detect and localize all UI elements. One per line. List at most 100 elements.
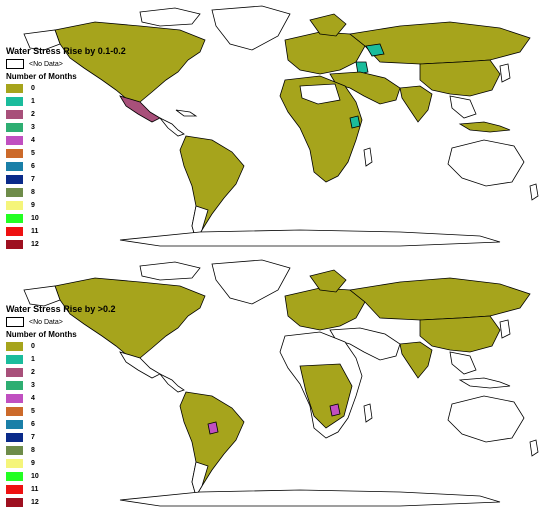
legend-swatch xyxy=(6,200,23,210)
australia-region xyxy=(447,139,525,187)
legend-swatch xyxy=(6,187,23,197)
legend-item: 6 xyxy=(6,419,115,429)
central-america-region xyxy=(159,373,185,393)
mexico-region xyxy=(119,95,161,123)
caribbean-region xyxy=(175,109,198,117)
legend-item: 5 xyxy=(6,148,126,158)
legend-item-label: 1 xyxy=(31,355,35,363)
alaska-region xyxy=(23,29,61,51)
legend-subtitle: Number of Months xyxy=(6,72,77,81)
legend-item-label: 11 xyxy=(31,227,39,235)
legend-item-label: 6 xyxy=(31,420,35,428)
legend-item: 0 xyxy=(6,341,115,351)
nodata-label: <No Data> xyxy=(29,318,63,326)
legend-item: 3 xyxy=(6,122,126,132)
legend-item-label: 8 xyxy=(31,446,35,454)
legend-swatch xyxy=(6,83,23,93)
madagascar-region xyxy=(363,403,373,423)
legend-swatch xyxy=(6,174,23,184)
north-america-region xyxy=(54,277,206,359)
legend-swatch xyxy=(6,367,23,377)
legend-item-label: 9 xyxy=(31,459,35,467)
japan-region xyxy=(499,63,511,83)
legend-item: 5 xyxy=(6,406,115,416)
north-america-region xyxy=(54,21,206,103)
legend-item: 12 xyxy=(6,239,126,249)
legend-swatch xyxy=(6,122,23,132)
legend-swatch xyxy=(6,484,23,494)
legend-item: 8 xyxy=(6,445,115,455)
scandinavia-region xyxy=(309,13,347,37)
legend-swatch xyxy=(6,497,23,507)
europe-region xyxy=(284,31,366,75)
legend-item: 11 xyxy=(6,484,115,494)
legend-swatch xyxy=(6,148,23,158)
legend-swatch xyxy=(6,161,23,171)
antarctica-region xyxy=(119,229,501,247)
legend-swatch xyxy=(6,109,23,119)
legend-item-label: 11 xyxy=(31,485,39,493)
australia-region xyxy=(447,395,525,443)
alaska-region xyxy=(23,285,61,307)
europe-region xyxy=(284,287,366,331)
legend-swatch xyxy=(6,213,23,223)
legend-item-label: 5 xyxy=(31,149,35,157)
legend-item-label: 3 xyxy=(31,123,35,131)
india-region xyxy=(399,85,433,123)
sahara-region xyxy=(299,83,341,105)
legend-item-label: 0 xyxy=(31,84,35,92)
legend-item-label: 8 xyxy=(31,188,35,196)
scandinavia-region xyxy=(309,269,347,293)
greenland-region xyxy=(211,5,291,51)
legend-swatch xyxy=(6,432,23,442)
india-region xyxy=(399,341,433,379)
map-title: Water Stress Rise by >0.2 xyxy=(6,304,116,314)
legend-item-label: 9 xyxy=(31,201,35,209)
nodata-swatch xyxy=(6,317,24,327)
new-zealand-region xyxy=(529,183,539,201)
legend-item-label: 7 xyxy=(31,433,35,441)
china-region xyxy=(419,59,501,97)
madagascar-region xyxy=(363,147,373,167)
legend-swatch xyxy=(6,471,23,481)
legend-top: Water Stress Rise by 0.1-0.2 <No Data> N… xyxy=(6,46,126,249)
legend-swatch xyxy=(6,341,23,351)
world-map-top xyxy=(23,5,539,247)
nodata-legend-row: <No Data> xyxy=(6,59,126,69)
antarctica-region xyxy=(119,489,501,507)
legend-swatch xyxy=(6,458,23,468)
south-africa-pink-patch xyxy=(329,403,341,417)
legend-items-bottom: 0 1 2 3 4 5 6 7 8 9 10 11 12 xyxy=(6,341,115,507)
legend-item-label: 12 xyxy=(31,240,39,248)
legend-swatch xyxy=(6,380,23,390)
legend-swatch xyxy=(6,406,23,416)
nodata-swatch xyxy=(6,59,24,69)
legend-item-label: 2 xyxy=(31,368,35,376)
central-america-region xyxy=(159,117,185,137)
legend-item: 9 xyxy=(6,458,115,468)
legend-item: 4 xyxy=(6,135,126,145)
legend-swatch xyxy=(6,419,23,429)
legend-swatch xyxy=(6,135,23,145)
legend-swatch xyxy=(6,96,23,106)
legend-item-label: 10 xyxy=(31,472,39,480)
southeast-asia-region xyxy=(449,351,477,375)
central-asia-teal-patch xyxy=(365,43,385,57)
indonesia-region xyxy=(458,377,511,389)
legend-item: 6 xyxy=(6,161,126,171)
legend-swatch xyxy=(6,393,23,403)
legend-item-label: 7 xyxy=(31,175,35,183)
legend-items-top: 0 1 2 3 4 5 6 7 8 9 10 11 12 xyxy=(6,83,126,249)
legend-item: 3 xyxy=(6,380,115,390)
legend-item: 1 xyxy=(6,96,126,106)
mexico-region xyxy=(119,351,161,379)
east-africa-teal-patch xyxy=(349,115,361,129)
legend-item-label: 6 xyxy=(31,162,35,170)
new-zealand-region xyxy=(529,439,539,457)
legend-item-label: 2 xyxy=(31,110,35,118)
map-title: Water Stress Rise by 0.1-0.2 xyxy=(6,46,126,56)
legend-swatch xyxy=(6,239,23,249)
legend-item: 11 xyxy=(6,226,126,236)
south-america-region xyxy=(179,135,245,241)
legend-item: 10 xyxy=(6,471,115,481)
